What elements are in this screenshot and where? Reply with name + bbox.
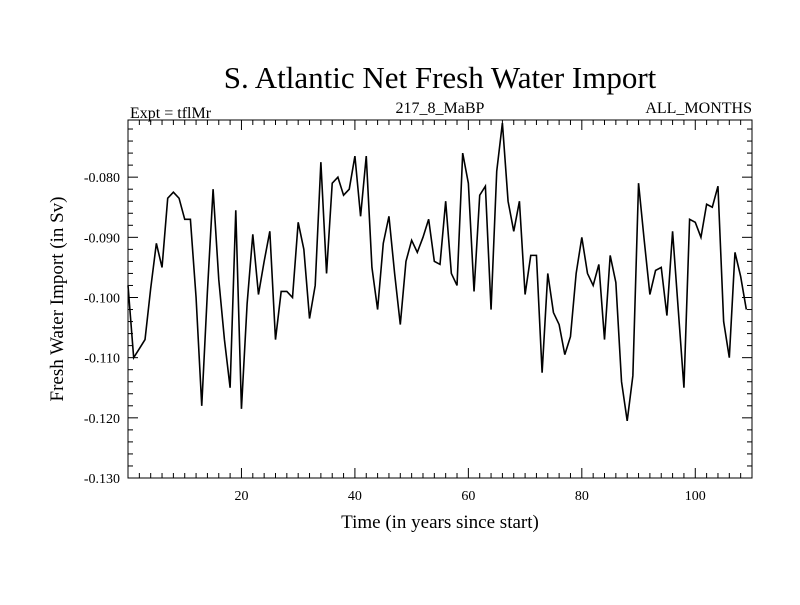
series-line bbox=[127, 122, 748, 421]
y-tick-label: -0.080 bbox=[84, 171, 120, 186]
months-label: ALL_MONTHS bbox=[645, 100, 752, 117]
x-tick-label: 40 bbox=[348, 489, 362, 504]
x-axis-label: Time (in years since start) bbox=[341, 512, 539, 533]
x-tick-label: 80 bbox=[575, 489, 589, 504]
x-tick-label: 60 bbox=[461, 489, 475, 504]
x-axis-ticks: 20 40 60 80 100 bbox=[138, 120, 742, 504]
experiment-label: Expt = tflMr bbox=[130, 105, 212, 122]
y-tick-label: -0.110 bbox=[84, 352, 120, 367]
y-tick-label: -0.130 bbox=[84, 472, 120, 487]
y-tick-label: -0.120 bbox=[84, 412, 120, 427]
x-tick-label: 20 bbox=[234, 489, 248, 504]
run-id-label: 217_8_MaBP bbox=[396, 100, 485, 117]
y-tick-label: -0.100 bbox=[84, 291, 120, 306]
y-tick-label: -0.090 bbox=[84, 231, 120, 246]
x-tick-label: 100 bbox=[685, 489, 706, 504]
plot-frame bbox=[127, 119, 753, 479]
chart-title: S. Atlantic Net Fresh Water Import bbox=[224, 60, 657, 95]
y-axis-label: Fresh Water Import (in Sv) bbox=[47, 197, 68, 402]
y-axis-ticks: -0.130 -0.120 -0.110 -0.100 -0.090 -0.080 bbox=[84, 128, 752, 487]
